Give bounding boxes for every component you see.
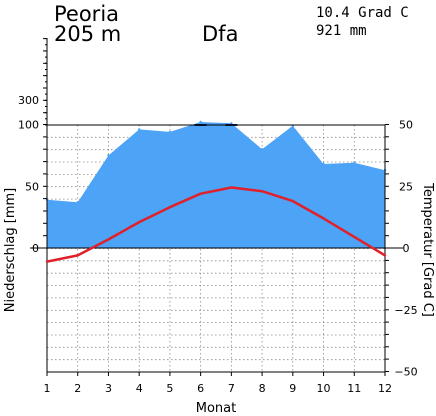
- precipitation-layer: [45, 120, 387, 248]
- x-tick-label-11: 11: [347, 382, 361, 395]
- x-tick-label-12: 12: [378, 382, 392, 395]
- x-tick-label-8: 8: [259, 382, 266, 395]
- right-tick-label-50: 50: [399, 119, 413, 132]
- precipitation-point-7: [230, 122, 233, 125]
- x-tick-label-3: 3: [105, 382, 112, 395]
- x-tick-label-7: 7: [228, 382, 235, 395]
- right-axis-title: Temperatur [Grad C]: [420, 182, 435, 317]
- station-name: Peoria: [54, 2, 120, 26]
- precipitation-point-11: [353, 161, 356, 164]
- temperature-point-4: [138, 220, 141, 224]
- left-tick-label-100: 100: [18, 119, 39, 132]
- x-tick-label-5: 5: [166, 382, 173, 395]
- left-tick-label-50: 50: [25, 180, 39, 193]
- temperature-line: [46, 186, 386, 263]
- left-tick-label-0: 0: [32, 242, 39, 255]
- left-axis-title: Niederschlag [mm]: [3, 188, 18, 313]
- right-tick-label-0: 0: [403, 242, 410, 255]
- station-elevation: 205 m: [54, 22, 122, 46]
- x-tick-label-1: 1: [44, 382, 51, 395]
- left-tick-label-300: 300: [18, 94, 39, 107]
- x-tick-label-9: 9: [289, 382, 296, 395]
- right-tick-label--25: −25: [394, 304, 417, 317]
- temperature-point-12: [383, 254, 387, 257]
- temperature-point-11: [353, 235, 356, 239]
- precipitation-point-4: [138, 128, 141, 131]
- temperature-point-1: [45, 260, 49, 263]
- precipitation-point-6: [199, 120, 202, 124]
- precipitation-area: [47, 122, 385, 248]
- temperature-point-2: [76, 254, 79, 257]
- x-tick-label-10: 10: [317, 382, 331, 395]
- mean-annual-temperature: 10.4 Grad C: [316, 5, 409, 21]
- climate-classification: Dfa: [202, 22, 239, 46]
- temperature-point-3: [107, 238, 110, 241]
- temperature-point-6: [199, 192, 202, 195]
- temperature-point-9: [291, 199, 294, 203]
- precipitation-point-5: [168, 130, 172, 134]
- temperature-point-8: [260, 190, 264, 193]
- precipitation-point-10: [322, 162, 325, 166]
- right-tick-label--50: −50: [394, 366, 417, 379]
- x-tick-label-2: 2: [74, 382, 81, 395]
- temperature-layer: [45, 186, 387, 263]
- precipitation-point-8: [260, 148, 264, 151]
- temperature-point-7: [230, 186, 233, 189]
- temperature-point-5: [168, 206, 172, 209]
- x-axis-title: Monat: [196, 401, 236, 416]
- x-tick-label-6: 6: [197, 382, 204, 395]
- precipitation-point-3: [107, 154, 110, 157]
- precipitation-point-2: [76, 201, 79, 204]
- temperature-point-10: [322, 217, 325, 220]
- annual-precipitation-total: 921 mm: [316, 23, 367, 39]
- right-tick-label-25: 25: [399, 180, 413, 193]
- x-tick-label-4: 4: [136, 382, 143, 395]
